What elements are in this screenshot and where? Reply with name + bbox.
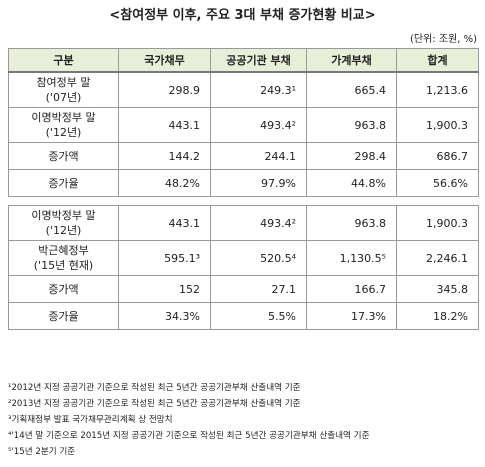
footnote: ²2013년 지정 공공기관 기준으로 작성된 최근 5년간 공공기관부채 산출… — [8, 399, 301, 409]
row-label: 참여정부 말 ('07년) — [8, 71, 119, 108]
row-label: 박근혜정부 ('15년 현재) — [8, 240, 119, 276]
label-line: 참여정부 말 — [36, 76, 91, 89]
value-cell: 166.7 — [306, 275, 397, 303]
value-cell: 520.5⁴ — [210, 240, 307, 276]
table-body: 참여정부 말 ('07년) 298.9 249.3¹ 665.4 1,213.6 이명박정부… — [8, 71, 479, 330]
label-line: ('07년) — [45, 91, 82, 104]
value-cell: 1,130.5⁵ — [306, 240, 397, 276]
value-cell: 1,900.3 — [396, 205, 479, 241]
value-cell: 595.1³ — [118, 240, 211, 276]
table-row: 증가율 34.3% 5.5% 17.3% 18.2% — [8, 302, 479, 330]
footnote: ¹2012년 지정 공공기관 기준으로 작성된 최근 5년간 공공기관부채 산출… — [8, 383, 301, 393]
value-cell: 17.3% — [306, 302, 397, 330]
value-cell: 34.3% — [118, 302, 211, 330]
label-line: 증가율 — [48, 176, 79, 190]
value-cell: 97.9% — [210, 169, 307, 197]
debt-table: 구분 국가채무 공공기관 부채 가계부채 합계 참여정부 말 ('07년) 298.9 249… — [8, 48, 479, 330]
value-cell: 443.1 — [118, 107, 211, 143]
value-cell: 493.4² — [210, 107, 307, 143]
value-cell: 5.5% — [210, 302, 307, 330]
header-cell: 합계 — [396, 48, 479, 73]
table-row: 증가액 152 27.1 166.7 345.8 — [8, 275, 479, 303]
header-row: 구분 국가채무 공공기관 부채 가계부채 합계 — [8, 48, 479, 73]
title: <참여정부 이후, 주요 3대 부채 증가현황 비교> — [109, 8, 376, 23]
value-cell: 249.3¹ — [210, 71, 307, 108]
table-row: 증가액 144.2 244.1 298.4 686.7 — [8, 142, 479, 170]
value-cell: 443.1 — [118, 205, 211, 241]
row-label: 이명박정부 말 ('12년) — [8, 205, 119, 241]
label-line: 박근혜정부 — [38, 244, 89, 257]
value-cell: 48.2% — [118, 169, 211, 197]
value-cell: 686.7 — [396, 142, 479, 170]
label-line: ('12년) — [45, 224, 82, 237]
row-label: 증가액 — [8, 275, 119, 303]
row-label: 증가율 — [8, 302, 119, 330]
row-label: 이명박정부 말 ('12년) — [8, 107, 119, 143]
value-cell: 963.8 — [306, 205, 397, 241]
table-row: 증가율 48.2% 97.9% 44.8% 56.6% — [8, 169, 479, 197]
gap-cell — [8, 196, 479, 206]
footnote: ³기획재정부 발표 국가채무관리계획 상 전망치 — [8, 415, 173, 425]
row-label: 증가율 — [8, 169, 119, 197]
value-cell: 298.4 — [306, 142, 397, 170]
value-cell: 44.8% — [306, 169, 397, 197]
label-line: 증가액 — [48, 149, 79, 163]
value-cell: 1,213.6 — [396, 71, 479, 108]
row-label: 증가액 — [8, 142, 119, 170]
label-line: 증가율 — [48, 309, 79, 323]
value-cell: 1,900.3 — [396, 107, 479, 143]
label-line: 이명박정부 말 — [31, 111, 96, 124]
value-cell: 144.2 — [118, 142, 211, 170]
header-cell: 국가채무 — [118, 48, 211, 73]
label-line: ('15년 현재) — [33, 259, 94, 272]
section-gap — [8, 196, 479, 206]
table-row: 이명박정부 말 ('12년) 443.1 493.4² 963.8 1,900.3 — [8, 205, 479, 241]
label-line: 이명박정부 말 — [31, 209, 96, 222]
header-cell: 가계부채 — [306, 48, 397, 73]
value-cell: 493.4² — [210, 205, 307, 241]
unit-note: (단위: 조원, %) — [409, 34, 477, 45]
header-cell: 구분 — [8, 48, 119, 73]
value-cell: 18.2% — [396, 302, 479, 330]
label-line: 증가액 — [48, 282, 79, 296]
value-cell: 665.4 — [306, 71, 397, 108]
value-cell: 963.8 — [306, 107, 397, 143]
value-cell: 244.1 — [210, 142, 307, 170]
table-row: 박근혜정부 ('15년 현재) 595.1³ 520.5⁴ 1,130.5⁵ 2,246.… — [8, 240, 479, 276]
label-line: ('12년) — [45, 126, 82, 139]
value-cell: 27.1 — [210, 275, 307, 303]
footnote: ⁵'15년 2분기 기준 — [8, 447, 76, 457]
value-cell: 298.9 — [118, 71, 211, 108]
footnote: ⁴'14년 말 기준으로 2015년 지정 공공기관 기준으로 작성된 최근 5… — [8, 431, 370, 441]
footnotes: ¹2012년 지정 공공기관 기준으로 작성된 최근 5년간 공공기관부채 산출… — [8, 380, 483, 460]
table-row: 참여정부 말 ('07년) 298.9 249.3¹ 665.4 1,213.6 — [8, 71, 479, 108]
table-row: 이명박정부 말 ('12년) 443.1 493.4² 963.8 1,900.3 — [8, 107, 479, 143]
value-cell: 2,246.1 — [396, 240, 479, 276]
header-cell: 공공기관 부채 — [210, 48, 307, 73]
value-cell: 56.6% — [396, 169, 479, 197]
value-cell: 345.8 — [396, 275, 479, 303]
value-cell: 152 — [118, 275, 211, 303]
